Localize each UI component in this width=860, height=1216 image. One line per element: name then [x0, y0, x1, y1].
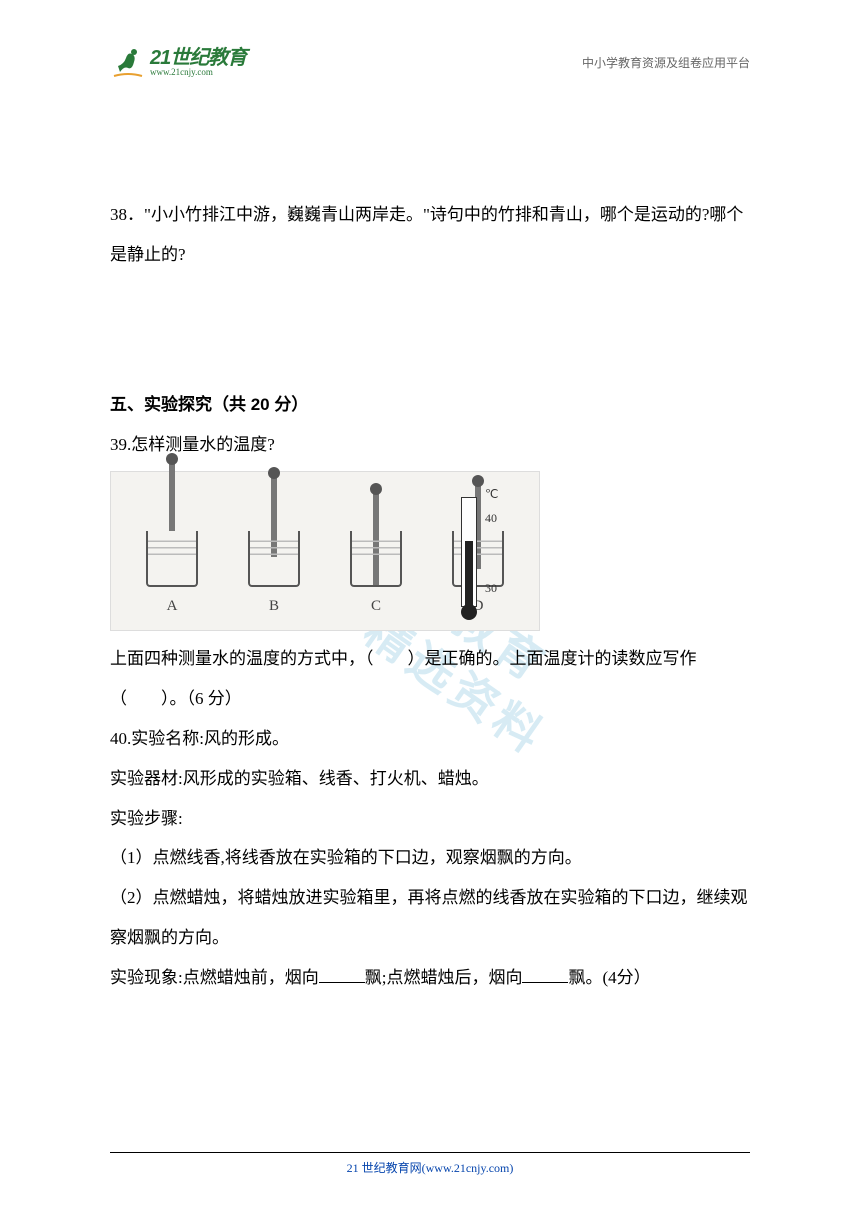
q40-obs-mid: 飘;点燃蜡烛后，烟向 — [365, 968, 523, 987]
question-40-line3: 实验步骤: — [110, 799, 750, 839]
beaker-c-icon — [350, 531, 402, 587]
logo-runner-icon — [110, 44, 146, 80]
beaker-a-icon — [146, 531, 198, 587]
q40-obs-pre: 实验现象:点燃蜡烛前，烟向 — [110, 968, 319, 987]
beaker-a-label: A — [167, 589, 178, 624]
large-thermometer-bulb-icon — [461, 604, 477, 620]
scale-30: 30 — [485, 574, 497, 602]
page-header: 21世纪教育 www.21cnjy.com 中小学教育资源及组卷应用平台 — [0, 44, 860, 80]
question-40-step1: （1）点燃线香,将线香放在实验箱的下口边，观察烟飘的方向。 — [110, 838, 750, 878]
scale-40: 40 — [485, 504, 497, 532]
beaker-a: A — [121, 472, 223, 624]
question-40-observation: 实验现象:点燃蜡烛前，烟向 飘;点燃蜡烛后，烟向 飘。(4分） — [110, 958, 750, 998]
large-thermometer-fill — [465, 541, 473, 606]
large-thermometer-body-icon — [461, 497, 477, 607]
blank-1[interactable] — [319, 966, 365, 983]
footer-prefix: 21 — [347, 1161, 359, 1175]
beaker-b: B — [223, 472, 325, 624]
question-39-line1: 39.怎样测量水的温度? — [110, 425, 750, 465]
question-38: 38．"小小竹排江中游，巍巍青山两岸走。"诗句中的竹排和青山，哪个是运动的?哪个… — [110, 195, 750, 275]
beaker-c: C — [325, 472, 427, 624]
beaker-b-label: B — [269, 589, 279, 624]
section-5-title: 五、实验探究（共 20 分） — [110, 385, 750, 425]
footer-link[interactable]: 世纪教育网(www.21cnjy.com) — [359, 1161, 514, 1175]
question-40-step2: （2）点燃蜡烛，将蜡烛放进实验箱里，再将点燃的线香放在实验箱的下口边，继续观察烟… — [110, 878, 750, 958]
page-content: 38．"小小竹排江中游，巍巍青山两岸走。"诗句中的竹排和青山，哪个是运动的?哪个… — [110, 195, 750, 998]
q39-diagram: A B C D ℃ 40 30 — [110, 471, 540, 631]
question-40-line2: 实验器材:风形成的实验箱、线香、打火机、蜡烛。 — [110, 759, 750, 799]
logo: 21世纪教育 www.21cnjy.com — [110, 44, 246, 80]
beaker-b-icon — [248, 531, 300, 587]
q40-obs-post: 飘。(4分） — [568, 968, 650, 987]
blank-2[interactable] — [522, 966, 568, 983]
thermometer-scale: ℃ 40 30 — [479, 482, 513, 622]
beaker-c-label: C — [371, 589, 381, 624]
large-thermometer: ℃ 40 30 — [455, 482, 515, 622]
thermometer-a-icon — [169, 461, 175, 531]
question-39-after: 上面四种测量水的温度的方式中，（ ）是正确的。上面温度计的读数应写作（ ）。（6… — [110, 639, 750, 719]
page-footer: 21 世纪教育网(www.21cnjy.com) — [110, 1152, 750, 1176]
logo-text: 21世纪教育 www.21cnjy.com — [150, 48, 246, 77]
logo-main-text: 21世纪教育 — [150, 48, 246, 68]
header-right-text: 中小学教育资源及组卷应用平台 — [582, 54, 750, 71]
logo-sub-text: www.21cnjy.com — [150, 68, 246, 77]
question-40-line1: 40.实验名称:风的形成。 — [110, 719, 750, 759]
